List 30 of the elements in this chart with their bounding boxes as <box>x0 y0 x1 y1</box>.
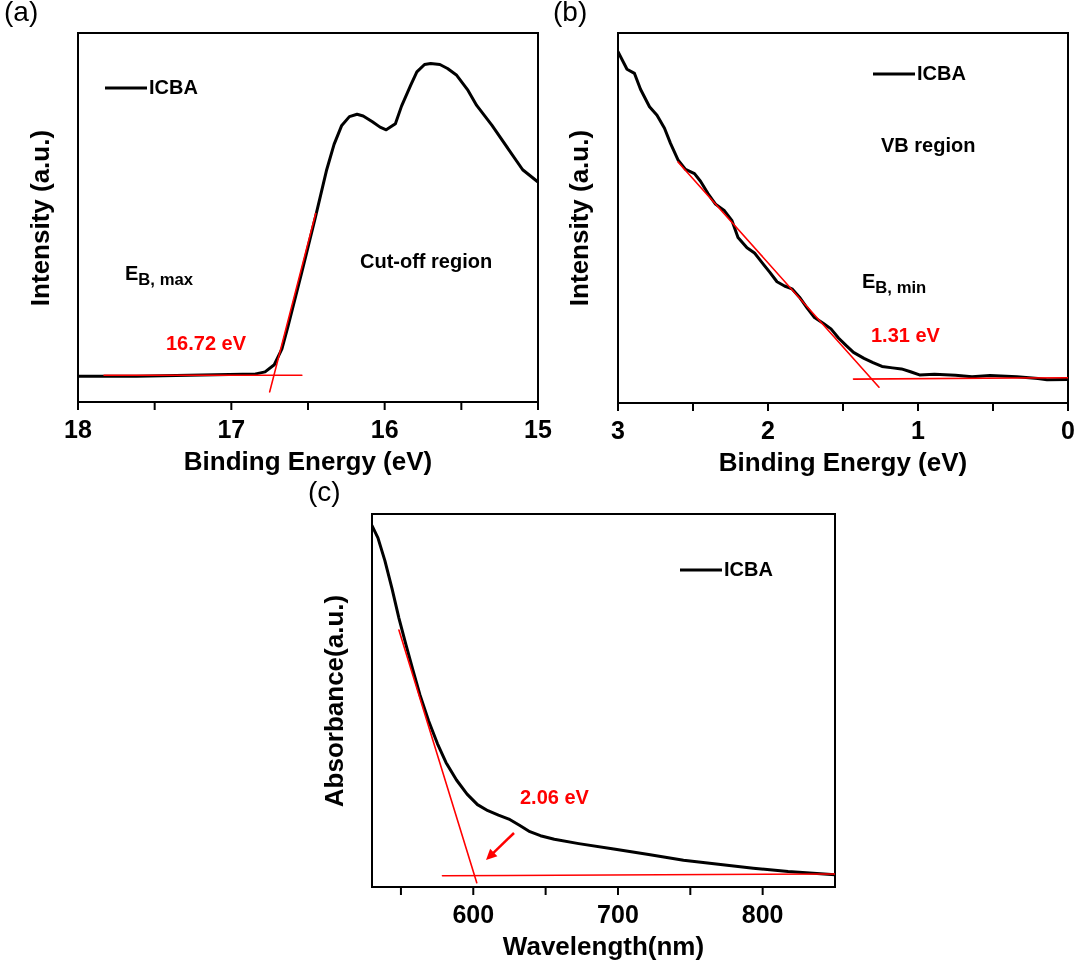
annotation: 1.31 eV <box>871 324 940 347</box>
x-tick-label: 18 <box>64 414 92 443</box>
chart-title: (b) <box>553 0 588 28</box>
x-tick-label: 0 <box>1061 415 1075 444</box>
annotation: 16.72 eV <box>166 332 247 355</box>
y-axis-title: Intensity (a.u.) <box>564 129 594 307</box>
x-axis-title: Binding Energy (eV) <box>183 446 433 476</box>
x-tick-label: 17 <box>217 414 246 443</box>
annotation: 2.06 eV <box>520 786 589 809</box>
x-tick-label: 16 <box>370 414 399 443</box>
chart-title: (c) <box>308 476 341 508</box>
chart-title: (a) <box>4 0 39 28</box>
x-tick-label: 1 <box>911 415 926 444</box>
annotation: Cut-off region <box>360 250 493 273</box>
x-tick-label: 15 <box>524 414 552 443</box>
legend-label: ICBA <box>149 76 198 99</box>
legend-label: ICBA <box>724 558 773 581</box>
annotation: E$_{B, max}$ <box>125 262 193 290</box>
annotation: VB region <box>881 134 976 157</box>
legend-label: ICBA <box>917 62 966 85</box>
x-tick-label: 3 <box>611 415 625 444</box>
y-axis-title: Absorbance(a.u.) <box>318 594 348 807</box>
x-tick-label: 600 <box>452 899 495 928</box>
x-tick-label: 2 <box>761 415 775 444</box>
x-tick-label: 800 <box>741 899 784 928</box>
x-axis-title: Binding Energy (eV) <box>718 447 968 477</box>
annotation: E$_{B, min}$ <box>862 270 927 298</box>
x-tick-label: 700 <box>597 899 639 928</box>
x-axis-title: Wavelength(nm) <box>502 931 705 961</box>
y-axis-title: Intensity (a.u.) <box>24 129 54 306</box>
